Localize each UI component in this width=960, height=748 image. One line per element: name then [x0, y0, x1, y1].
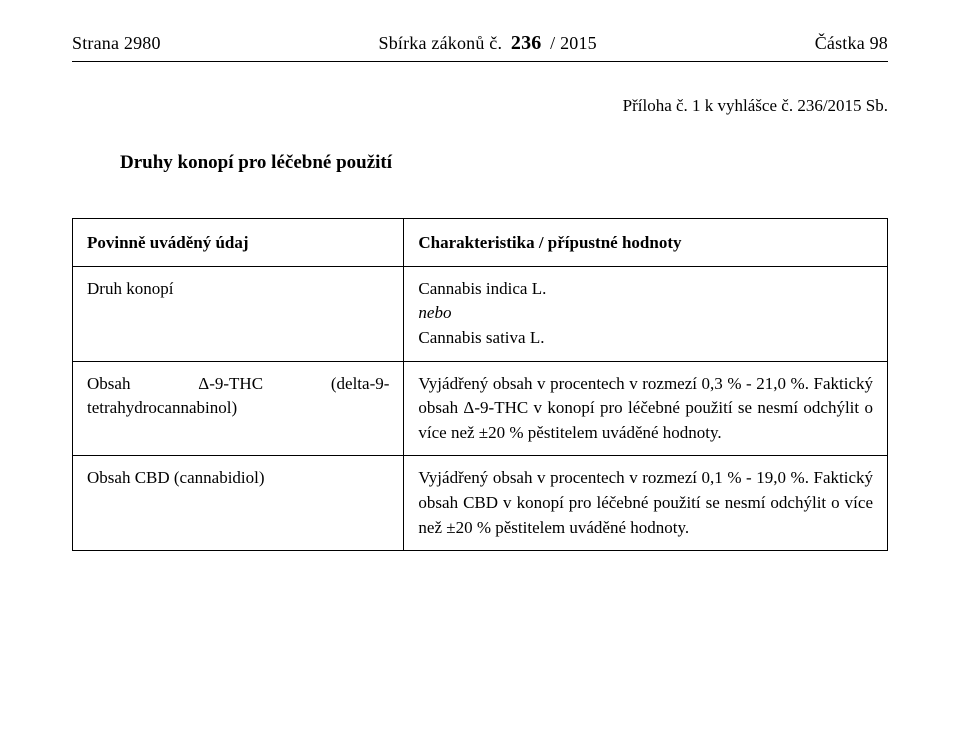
- table-header-row: Povinně uváděný údaj Charakteristika / p…: [73, 219, 888, 267]
- section-title: Druhy konopí pro léčebné použití: [120, 152, 888, 174]
- cell-species-label: Druh konopí: [73, 266, 404, 361]
- header-center: Sbírka zákonů č. 236 / 2015: [161, 32, 815, 55]
- header-left: Strana 2980: [72, 33, 161, 54]
- header-right: Částka 98: [815, 33, 888, 54]
- species-line-1: Cannabis indica L.: [418, 277, 873, 302]
- attachment-reference: Příloha č. 1 k vyhlášce č. 236/2015 Sb.: [72, 96, 888, 116]
- header-center-prefix: Sbírka zákonů č.: [379, 33, 507, 53]
- cell-species-value: Cannabis indica L. nebo Cannabis sativa …: [404, 266, 888, 361]
- header-cell-attribute: Povinně uváděný údaj: [73, 219, 404, 267]
- cannabis-types-table: Povinně uváděný údaj Charakteristika / p…: [72, 218, 888, 551]
- header-rule: [72, 61, 888, 62]
- running-header: Strana 2980 Sbírka zákonů č. 236 / 2015 …: [72, 32, 888, 55]
- table-row: Obsah CBD (cannabidiol) Vyjádřený obsah …: [73, 456, 888, 551]
- species-line-2: Cannabis sativa L.: [418, 326, 873, 351]
- cell-thc-value: Vyjádřený obsah v procentech v rozmezí 0…: [404, 361, 888, 456]
- page: Strana 2980 Sbírka zákonů č. 236 / 2015 …: [0, 0, 960, 551]
- header-center-suffix: / 2015: [545, 33, 596, 53]
- table-row: Obsah Δ-9-THC (delta-9-tetrahydrocannabi…: [73, 361, 888, 456]
- cell-thc-label: Obsah Δ-9-THC (delta-9-tetrahydrocannabi…: [73, 361, 404, 456]
- cell-cbd-label: Obsah CBD (cannabidiol): [73, 456, 404, 551]
- header-cell-values: Charakteristika / přípustné hodnoty: [404, 219, 888, 267]
- species-or: nebo: [418, 301, 873, 326]
- cell-cbd-value: Vyjádřený obsah v procentech v rozmezí 0…: [404, 456, 888, 551]
- table-row: Druh konopí Cannabis indica L. nebo Cann…: [73, 266, 888, 361]
- header-center-number: 236: [507, 32, 546, 54]
